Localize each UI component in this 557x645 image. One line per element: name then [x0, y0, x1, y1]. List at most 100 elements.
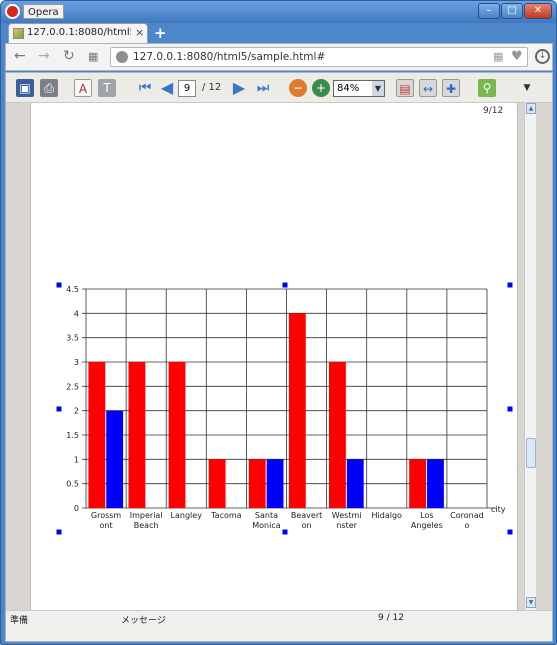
first-page-icon[interactable]: ⏮	[138, 80, 152, 96]
y-tick-label: 4	[74, 309, 79, 318]
last-page-icon[interactable]: ⏭	[256, 80, 270, 96]
page-content: ▣ ⎙ A T ⏮ ◀ 9 / 12 ▶ ⏭ − + 84% ▼ ▤ ↔ ✚ ⚲…	[5, 72, 553, 642]
fit-width-icon[interactable]: ↔	[419, 79, 437, 97]
info-icon[interactable]: T	[98, 79, 116, 97]
scroll-down-icon[interactable]: ▼	[526, 597, 536, 608]
y-tick-label: 4.5	[66, 285, 79, 294]
page-total: / 12	[202, 82, 222, 93]
search-icon[interactable]: ⚲	[478, 79, 496, 97]
bar-red	[329, 362, 346, 508]
x-tick-label: Los	[420, 511, 433, 520]
bar-red	[88, 362, 106, 508]
title-bar[interactable]: Opera – □ ✕	[1, 1, 556, 23]
more-icon[interactable]: ▼	[523, 83, 531, 93]
prev-page-icon[interactable]: ◀	[160, 78, 174, 97]
status-bar: 準備 メッセージ 9 / 12	[6, 610, 552, 626]
y-tick-label: 1.5	[66, 431, 79, 440]
x-tick-label: Hidalgo	[372, 511, 403, 520]
bar-red	[409, 459, 427, 508]
status-page: 9 / 12	[378, 613, 404, 623]
y-tick-label: 2	[74, 407, 79, 416]
zoom-in-icon[interactable]: +	[312, 79, 330, 97]
zoom-select[interactable]: 84% ▼	[333, 80, 385, 97]
bar-red	[168, 362, 186, 508]
url-text[interactable]: 127.0.0.1:8080/html5/sample.html#	[133, 51, 326, 63]
app-menu-button[interactable]: Opera	[23, 4, 64, 19]
x-tick-label: Beavert	[291, 511, 322, 520]
print-icon[interactable]: ⎙	[40, 79, 58, 97]
y-tick-label: 2.5	[66, 382, 79, 391]
close-window-button[interactable]: ✕	[524, 3, 552, 19]
page-number-input[interactable]: 9	[178, 80, 196, 97]
address-toolbar: ← → ↻ ▦ 127.0.0.1:8080/html5/sample.html…	[5, 43, 553, 71]
back-icon[interactable]: ←	[14, 48, 26, 64]
x-tick-label: Angeles	[411, 521, 443, 530]
bar-chart[interactable]: 00.511.522.533.544.5GrossmontImperialBea…	[31, 103, 519, 610]
y-tick-label: 0	[74, 504, 79, 513]
reload-icon[interactable]: ↻	[63, 48, 75, 64]
document-page: 9/12 0 0.5 1 1.5 2 2.5 3 3.5 4 4.5 Grossm ont Imperi…	[30, 103, 518, 610]
selection-handle[interactable]	[507, 529, 513, 535]
actual-size-icon[interactable]: ✚	[442, 79, 460, 97]
tab-close-icon[interactable]: ×	[135, 26, 145, 39]
y-tick-label: 3	[74, 358, 79, 367]
x-tick-label: Tacoma	[210, 511, 242, 520]
chevron-down-icon[interactable]: ▼	[372, 81, 384, 96]
new-tab-button[interactable]: +	[154, 24, 167, 42]
heart-icon[interactable]: ♥	[511, 49, 523, 64]
x-tick-label: Santa	[255, 511, 278, 520]
y-tick-label: 3.5	[66, 334, 79, 343]
speed-dial-icon[interactable]: ▦	[88, 50, 99, 63]
scroll-thumb[interactable]	[526, 438, 536, 468]
page-counter: 9/12	[483, 106, 504, 116]
favicon-icon	[13, 28, 24, 39]
bar-red	[248, 459, 266, 508]
x-axis-label: city	[491, 505, 506, 514]
selection-handle[interactable]	[56, 406, 62, 412]
zoom-value: 84%	[337, 83, 360, 94]
selection-handle[interactable]	[282, 282, 288, 288]
globe-icon	[116, 51, 128, 63]
forward-icon[interactable]: →	[38, 48, 50, 64]
x-tick-label: on	[302, 521, 312, 530]
status-message: メッセージ	[121, 616, 166, 626]
bar-red	[208, 459, 226, 508]
tab-strip: 127.0.0.1:8080/html5/samp × +	[1, 23, 556, 43]
selection-handle[interactable]	[507, 406, 513, 412]
vertical-scrollbar[interactable]: ▲ ▼	[524, 103, 536, 610]
status-ready: 準備	[10, 616, 29, 626]
bar-blue	[106, 410, 124, 508]
x-tick-label: ont	[99, 521, 112, 530]
extensions-icon[interactable]: ▦	[493, 50, 504, 63]
tab-sample[interactable]: 127.0.0.1:8080/html5/samp ×	[8, 23, 148, 43]
save-icon[interactable]: ▣	[16, 79, 34, 97]
scroll-up-icon[interactable]: ▲	[526, 103, 536, 114]
document-viewport[interactable]: 9/12 0 0.5 1 1.5 2 2.5 3 3.5 4 4.5 Grossm ont Imperi…	[6, 103, 552, 610]
zoom-out-icon[interactable]: −	[289, 79, 307, 97]
address-bar[interactable]: 127.0.0.1:8080/html5/sample.html# ▦ ♥	[110, 47, 528, 67]
fit-page-icon[interactable]: ▤	[396, 79, 414, 97]
y-tick-label: 0.5	[66, 480, 79, 489]
x-tick-label: Westmi	[332, 511, 362, 520]
download-icon[interactable]: ↓	[535, 49, 550, 64]
x-tick-label: Langley	[171, 511, 203, 520]
x-tick-label: Beach	[134, 521, 159, 530]
bar-red	[288, 313, 306, 508]
opera-logo-icon[interactable]	[5, 4, 20, 19]
font-icon[interactable]: A	[74, 79, 92, 97]
selection-handle[interactable]	[56, 282, 62, 288]
next-page-icon[interactable]: ▶	[232, 78, 246, 97]
x-tick-label: o	[464, 521, 469, 530]
x-tick-label: Coronad	[450, 511, 484, 520]
x-tick-label: nster	[336, 521, 357, 530]
maximize-button[interactable]: □	[501, 3, 523, 19]
selection-handle[interactable]	[507, 282, 513, 288]
minimize-button[interactable]: –	[478, 3, 500, 19]
x-tick-label: Grossm	[91, 511, 122, 520]
selection-handle[interactable]	[282, 529, 288, 535]
selection-handle[interactable]	[56, 529, 62, 535]
tab-label: 127.0.0.1:8080/html5/samp	[27, 27, 131, 38]
bar-red	[128, 362, 146, 508]
viewer-toolbar: ▣ ⎙ A T ⏮ ◀ 9 / 12 ▶ ⏭ − + 84% ▼ ▤ ↔ ✚ ⚲…	[6, 73, 552, 103]
